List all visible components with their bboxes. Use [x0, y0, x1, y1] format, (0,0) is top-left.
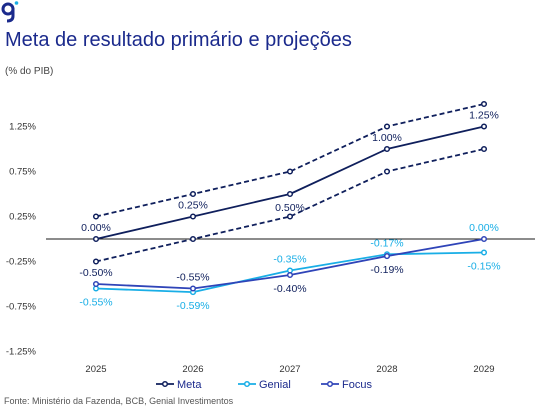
data-label: 0.00% [81, 222, 111, 234]
data-label: 1.00% [372, 132, 402, 144]
data-point-upper-band [286, 168, 294, 175]
data-label: -0.59% [176, 300, 209, 312]
y-tick-label: -0.25% [6, 257, 37, 268]
data-point-focus [189, 285, 197, 292]
x-tick-label: 2025 [85, 364, 106, 375]
y-tick-label: -1.25% [6, 347, 37, 358]
data-label: 0.00% [469, 222, 499, 234]
data-point-upper-band [480, 100, 488, 108]
data-point-focus [480, 235, 488, 243]
data-label: -0.17% [370, 237, 403, 249]
data-label: -0.40% [273, 283, 306, 295]
data-point-lower-band [383, 168, 391, 175]
data-label: 0.25% [178, 200, 208, 212]
data-point-focus [92, 280, 100, 288]
units-label: (% do PIB) [5, 66, 54, 77]
legend-label: Focus [342, 379, 372, 391]
chart-title: Meta de resultado primário e projeções [5, 29, 352, 51]
x-tick-label: 2029 [473, 364, 494, 375]
data-label: -0.19% [370, 264, 403, 276]
data-label: -0.50% [79, 267, 112, 279]
y-tick-label: 0.25% [9, 212, 36, 223]
legend-label: Genial [259, 379, 291, 391]
data-point-upper-band [92, 213, 100, 220]
data-point-meta [286, 190, 294, 198]
data-point-lower-band [92, 258, 100, 265]
legend-marker [161, 380, 169, 388]
x-tick-label: 2028 [376, 364, 397, 375]
data-label: -0.15% [467, 261, 500, 273]
data-label: 0.50% [275, 202, 305, 214]
brand-logo [1, 1, 19, 23]
data-label: 1.25% [469, 110, 499, 122]
y-tick-label: 1.25% [9, 122, 36, 133]
series-line-lower-band [95, 148, 485, 263]
series-line-upper-band [95, 103, 485, 218]
data-label: -0.55% [176, 272, 209, 284]
data-point-lower-band [480, 145, 488, 153]
legend-label: Meta [177, 379, 202, 391]
data-point-focus [286, 271, 294, 279]
data-point-meta [92, 235, 100, 243]
source-note: Fonte: Ministério da Fazenda, BCB, Genia… [4, 396, 234, 406]
data-point-meta [480, 123, 488, 130]
data-point-upper-band [189, 190, 197, 198]
data-point-lower-band [189, 235, 197, 243]
data-point-lower-band [286, 213, 294, 220]
x-tick-label: 2026 [182, 364, 203, 375]
data-label: -0.35% [273, 254, 306, 266]
data-point-focus [383, 253, 391, 260]
legend-marker [326, 380, 334, 388]
data-label: -0.55% [79, 297, 112, 309]
data-point-meta [189, 213, 197, 220]
x-tick-label: 2027 [279, 364, 300, 375]
data-point-meta [383, 145, 391, 153]
data-point-upper-band [383, 123, 391, 130]
y-tick-label: 0.75% [9, 167, 36, 178]
y-tick-label: -0.75% [6, 302, 37, 313]
data-point-genial [480, 249, 488, 256]
series-line-meta [95, 125, 485, 240]
legend-marker [243, 380, 251, 388]
